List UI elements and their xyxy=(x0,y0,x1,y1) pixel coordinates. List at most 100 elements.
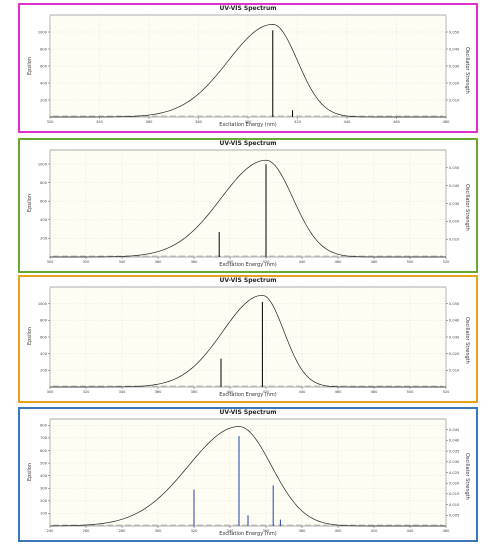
y-tick-label: 800 xyxy=(40,319,48,323)
y2-tick-label: 0.010 xyxy=(449,503,460,507)
y-tick-label: 200 xyxy=(40,98,48,102)
x-tick-label: 320 xyxy=(83,260,91,264)
x-tick-label: 300 xyxy=(47,390,55,394)
x-axis-label: Excitation Energy (nm) xyxy=(219,262,277,268)
y2-tick-label: 0.030 xyxy=(449,202,460,206)
x-tick-label: 460 xyxy=(335,260,343,264)
y-tick-label: 1000 xyxy=(38,162,48,166)
y2-tick-label: 0.040 xyxy=(449,439,460,443)
absorption-curve xyxy=(50,24,446,118)
chart-panel-4: UV-VIS Spectrum 240 260 280 300 320 340 360 380… xyxy=(18,407,478,542)
x-tick-label: 340 xyxy=(96,120,104,124)
x-tick-label: 440 xyxy=(407,529,415,533)
x-tick-label: 380 xyxy=(299,529,307,533)
y-tick-label: 700 xyxy=(40,436,48,440)
x-tick-label: 320 xyxy=(47,120,55,124)
y2-tick-label: 0.010 xyxy=(449,369,460,373)
x-axis-label: Excitation Energy (nm) xyxy=(219,392,277,398)
x-tick-label: 240 xyxy=(47,529,55,533)
y2-tick-label: 0.025 xyxy=(449,471,459,475)
chart-title: UV-VIS Spectrum xyxy=(219,5,277,12)
x-tick-label: 440 xyxy=(299,390,307,394)
chart-title: UV-VIS Spectrum xyxy=(219,409,277,416)
absorption-curve xyxy=(50,159,446,258)
x-tick-label: 400 xyxy=(245,120,253,124)
y-tick-label: 200 xyxy=(40,237,48,241)
x-tick-label: 360 xyxy=(146,120,154,124)
chart-panel-1: UV-VIS Spectrum 320 340 360 380 400 420 440 460… xyxy=(18,3,478,133)
chart-title: UV-VIS Spectrum xyxy=(219,277,277,284)
x-tick-label: 360 xyxy=(263,529,271,533)
y-tick-label: 500 xyxy=(40,461,48,465)
x-axis-label: Excitation Energy (nm) xyxy=(219,531,277,537)
x-tick-label: 360 xyxy=(155,390,163,394)
y-axis-label: Epsilon xyxy=(27,327,33,345)
x-tick-label: 480 xyxy=(443,120,451,124)
plot-area xyxy=(49,418,447,527)
y2-axis-label: Oscillator Strength xyxy=(464,453,470,500)
y-tick-label: 800 xyxy=(40,47,48,51)
spectrum-plot: 320 340 360 380 400 420 440 460 480 200 400 600 800 1… xyxy=(38,14,460,124)
y2-tick-label: 0.050 xyxy=(449,302,460,306)
y2-tick-label: 0.040 xyxy=(449,319,460,323)
y-tick-label: 1000 xyxy=(38,302,48,306)
y2-axis-label: Oscillator Strength xyxy=(464,184,470,231)
x-tick-label: 420 xyxy=(263,390,271,394)
absorption-curve xyxy=(50,294,446,388)
x-tick-label: 520 xyxy=(443,260,451,264)
y-axis-label: Epsilon xyxy=(27,57,33,75)
x-tick-label: 500 xyxy=(407,260,415,264)
x-tick-label: 480 xyxy=(371,390,379,394)
y-tick-label: 600 xyxy=(40,199,48,203)
x-tick-label: 340 xyxy=(119,260,127,264)
spectrum-plot: 300 320 340 360 380 400 420 440 460 480 500 520 200 4… xyxy=(38,149,460,264)
y2-tick-label: 0.005 xyxy=(449,514,459,518)
y-tick-label: 600 xyxy=(40,64,48,68)
y-tick-label: 600 xyxy=(40,449,48,453)
chart-title: UV-VIS Spectrum xyxy=(219,140,277,147)
y-tick-label: 200 xyxy=(40,369,48,373)
plot-area xyxy=(49,149,447,258)
x-tick-label: 280 xyxy=(119,529,127,533)
x-tick-label: 300 xyxy=(47,260,55,264)
y2-tick-label: 0.035 xyxy=(449,449,459,453)
y2-tick-label: 0.010 xyxy=(449,98,460,102)
y2-axis-label: Oscillator Strength xyxy=(464,47,470,94)
x-tick-label: 500 xyxy=(407,390,415,394)
y2-tick-label: 0.015 xyxy=(449,492,459,496)
x-tick-label: 420 xyxy=(294,120,302,124)
y2-tick-label: 0.040 xyxy=(449,47,460,51)
x-tick-label: 340 xyxy=(227,529,235,533)
x-tick-label: 400 xyxy=(335,529,343,533)
chart-panel-3: UV-VIS Spectrum 300 320 340 360 380 400 420 440… xyxy=(18,275,478,403)
x-tick-label: 380 xyxy=(195,120,203,124)
x-tick-label: 520 xyxy=(443,390,451,394)
y-tick-label: 300 xyxy=(40,487,48,491)
x-tick-label: 340 xyxy=(119,390,127,394)
x-tick-label: 420 xyxy=(263,260,271,264)
y-tick-label: 400 xyxy=(40,81,48,85)
y2-tick-label: 0.030 xyxy=(449,64,460,68)
y2-tick-label: 0.020 xyxy=(449,220,460,224)
y-tick-label: 400 xyxy=(40,218,48,222)
y2-tick-label: 0.045 xyxy=(449,428,459,432)
y2-tick-label: 0.020 xyxy=(449,81,460,85)
x-tick-label: 320 xyxy=(191,529,199,533)
x-tick-label: 320 xyxy=(83,390,91,394)
y2-tick-label: 0.020 xyxy=(449,482,460,486)
y-tick-label: 400 xyxy=(40,474,48,478)
x-tick-label: 440 xyxy=(344,120,352,124)
x-tick-label: 460 xyxy=(393,120,401,124)
y2-tick-label: 0.010 xyxy=(449,237,460,241)
y-tick-label: 1000 xyxy=(38,30,48,34)
chart-panel-2: UV-VIS Spectrum 300 320 340 360 380 400 420 440… xyxy=(18,138,478,273)
y-tick-label: 600 xyxy=(40,335,48,339)
x-tick-label: 460 xyxy=(443,529,451,533)
y2-tick-label: 0.030 xyxy=(449,460,460,464)
y2-tick-label: 0.040 xyxy=(449,184,460,188)
x-tick-label: 380 xyxy=(191,260,199,264)
y2-axis-label: Oscillator Strength xyxy=(464,317,470,364)
y2-tick-label: 0.030 xyxy=(449,335,460,339)
y-tick-label: 400 xyxy=(40,352,48,356)
y-axis-label: Epsilon xyxy=(27,463,33,481)
